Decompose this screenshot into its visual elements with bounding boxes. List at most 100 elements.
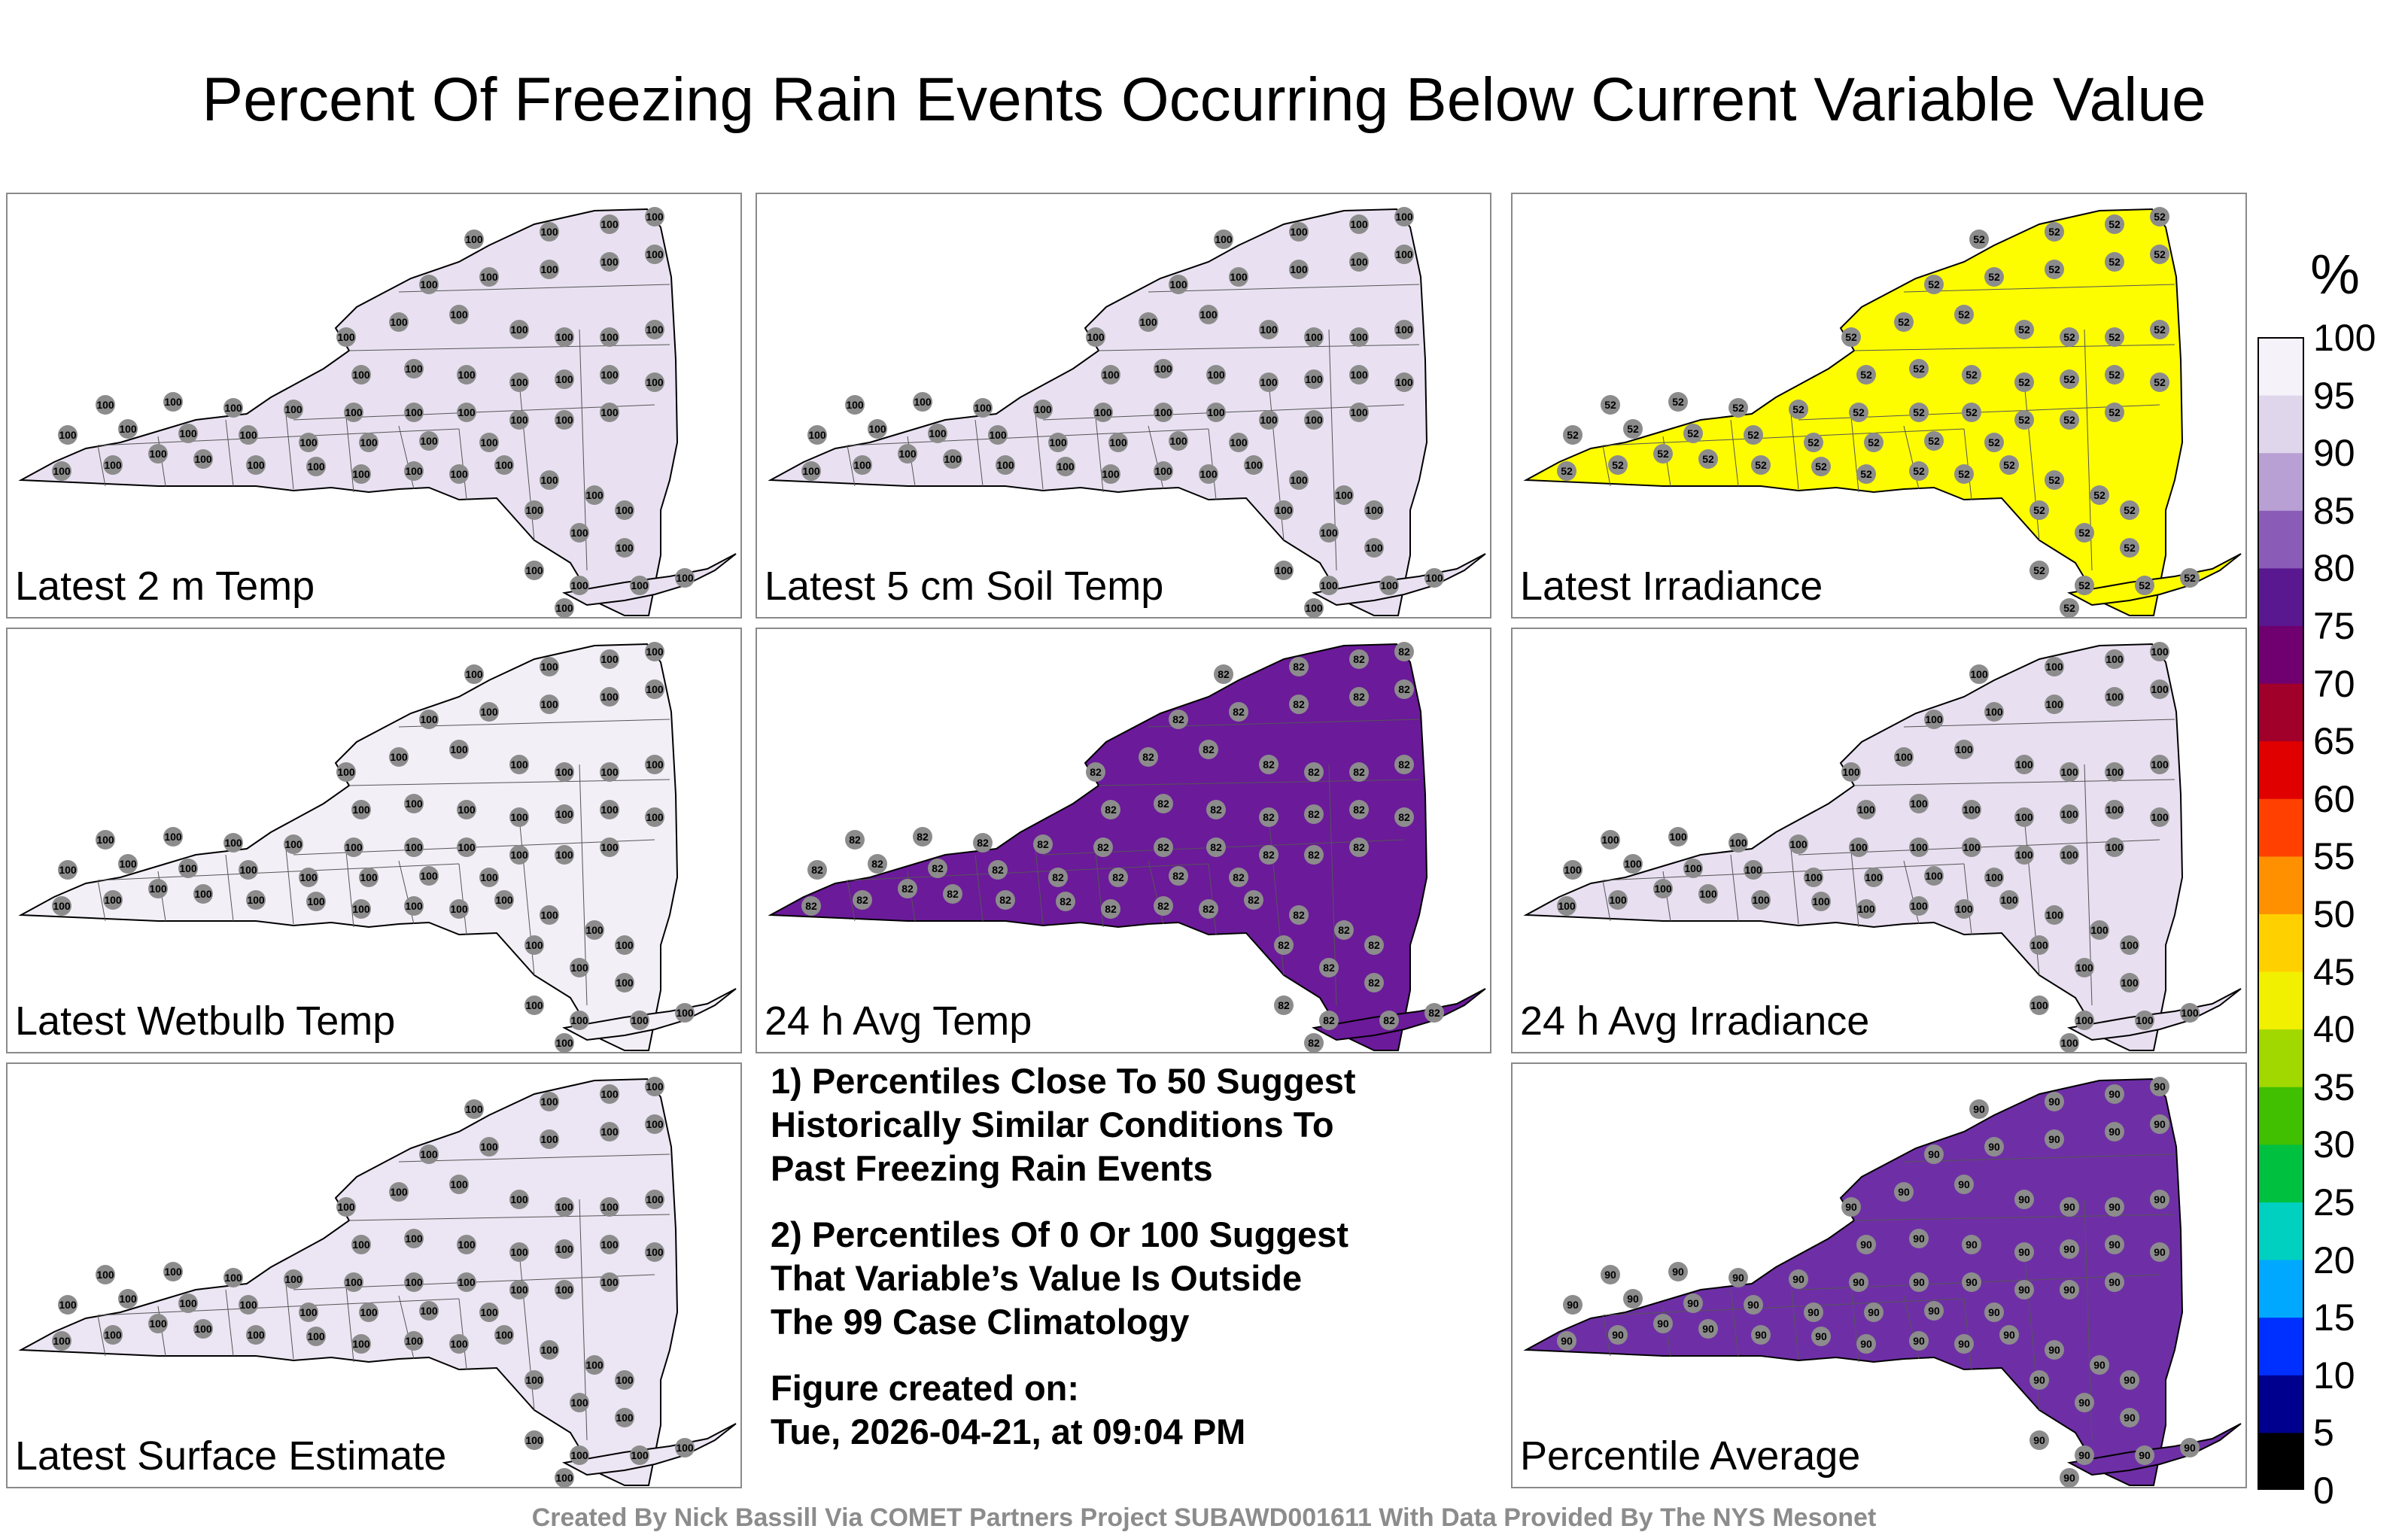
station-marker: 100 (645, 1114, 664, 1134)
station-value: 100 (1350, 331, 1368, 343)
station-marker: 100 (1169, 275, 1188, 294)
colorbar-tick-label: 45 (2313, 950, 2355, 993)
station-marker: 100 (479, 868, 499, 887)
station-marker: 100 (163, 1262, 183, 1281)
colorbar-tick-label: 5 (2313, 1412, 2334, 1454)
colorbar-tick-label: 15 (2313, 1296, 2355, 1339)
station-marker: 100 (2075, 1011, 2094, 1030)
map-panel-1: 100 100 100 100 100 100 100 100 100 100 100 100 100 1… (6, 193, 742, 619)
station-marker: 52 (2014, 372, 2034, 392)
station-value: 100 (104, 894, 122, 906)
station-value: 100 (1230, 436, 1248, 448)
station-marker: 100 (540, 470, 559, 490)
station-value: 100 (1752, 894, 1770, 906)
colorbar-segment (2258, 1144, 2304, 1202)
station-marker: 100 (2060, 762, 2079, 782)
station-marker: 100 (615, 935, 634, 955)
station-value: 100 (450, 743, 468, 755)
station-value: 90 (1561, 1335, 1573, 1347)
station-marker: 100 (148, 444, 168, 464)
station-marker: 52 (2105, 252, 2124, 272)
station-marker: 100 (1856, 800, 1876, 819)
station-marker: 100 (1154, 403, 1173, 422)
station-value: 100 (555, 1037, 573, 1049)
station-value: 82 (947, 888, 959, 900)
station-marker: 100 (1289, 260, 1309, 279)
station-marker: 52 (1894, 312, 1914, 332)
station-marker: 100 (193, 1319, 213, 1339)
county-line (1208, 863, 1217, 935)
station-value: 82 (1210, 804, 1222, 816)
station-value: 52 (2018, 376, 2030, 388)
station-marker: 100 (509, 410, 529, 430)
station-marker: 82 (1259, 807, 1278, 827)
station-marker: 100 (2120, 973, 2139, 992)
station-value: 100 (352, 1338, 370, 1350)
station-marker: 90 (1984, 1137, 2004, 1157)
station-value: 82 (992, 864, 1004, 876)
station-value: 100 (1154, 406, 1172, 418)
county-line (97, 1298, 460, 1316)
station-value: 52 (2063, 414, 2075, 426)
station-marker: 100 (2180, 1003, 2200, 1023)
colorbar-segment (2258, 1432, 2304, 1490)
county-line (1208, 428, 1217, 500)
station-value: 90 (1988, 1306, 2000, 1318)
station-marker: 52 (1623, 419, 1643, 439)
station-value: 52 (1561, 465, 1573, 477)
station-marker: 100 (570, 1011, 589, 1030)
station-marker: 82 (1289, 905, 1309, 925)
station-marker: 100 (645, 1190, 664, 1209)
station-value: 100 (616, 977, 634, 989)
station-marker: 52 (1728, 398, 1748, 418)
station-value: 100 (1857, 903, 1875, 915)
station-marker: 100 (284, 834, 303, 854)
station-marker: 52 (2120, 538, 2139, 558)
station-value: 52 (1913, 363, 1925, 375)
station-marker: 100 (284, 1269, 303, 1289)
station-value: 100 (2121, 939, 2139, 951)
station-marker: 100 (1139, 312, 1158, 332)
station-value: 90 (1755, 1329, 1767, 1341)
station-marker: 100 (2150, 755, 2169, 774)
station-value: 100 (480, 1141, 498, 1153)
station-value: 100 (540, 1344, 558, 1356)
station-value: 52 (2033, 504, 2045, 516)
state-map: 100 100 100 100 100 100 100 100 100 100 100 100 100 1… (1523, 642, 2242, 1052)
station-value: 100 (360, 871, 378, 883)
station-value: 100 (1365, 542, 1383, 554)
county-line (1850, 416, 1859, 493)
station-value: 100 (540, 226, 558, 238)
station-marker: 52 (1856, 365, 1876, 385)
county-line (285, 1283, 294, 1360)
station-marker: 100 (1811, 892, 1831, 911)
station-marker: 100 (389, 1182, 409, 1202)
station-value: 100 (1260, 414, 1278, 426)
station-marker: 100 (1289, 222, 1309, 242)
station-marker: 52 (2150, 245, 2169, 264)
station-value: 82 (1233, 706, 1245, 718)
station-marker: 100 (404, 461, 424, 481)
station-marker: 100 (645, 807, 664, 827)
station-marker: 100 (645, 755, 664, 774)
station-marker: 100 (1894, 747, 1914, 767)
station-marker: 100 (58, 425, 78, 445)
station-marker: 100 (479, 267, 499, 287)
station-marker: 100 (1984, 868, 2004, 887)
station-value: 100 (337, 1201, 355, 1213)
station-marker: 100 (555, 327, 574, 347)
county-line (1602, 880, 1611, 922)
station-marker: 100 (2105, 762, 2124, 782)
station-marker: 90 (2135, 1445, 2154, 1465)
station-marker: 100 (351, 899, 371, 919)
station-marker: 90 (2120, 1408, 2139, 1427)
station-marker: 82 (1379, 1011, 1399, 1030)
station-marker: 100 (540, 905, 559, 925)
station-value: 100 (600, 256, 619, 268)
station-value: 100 (2075, 962, 2093, 974)
station-value: 82 (1202, 903, 1215, 915)
station-marker: 100 (524, 995, 544, 1015)
station-marker: 100 (1856, 899, 1876, 919)
map-panel-5: 82 82 82 82 82 82 82 82 82 82 82 82 82 82 82 82 82 82 82 82… (756, 628, 1491, 1053)
county-line (458, 1298, 467, 1370)
